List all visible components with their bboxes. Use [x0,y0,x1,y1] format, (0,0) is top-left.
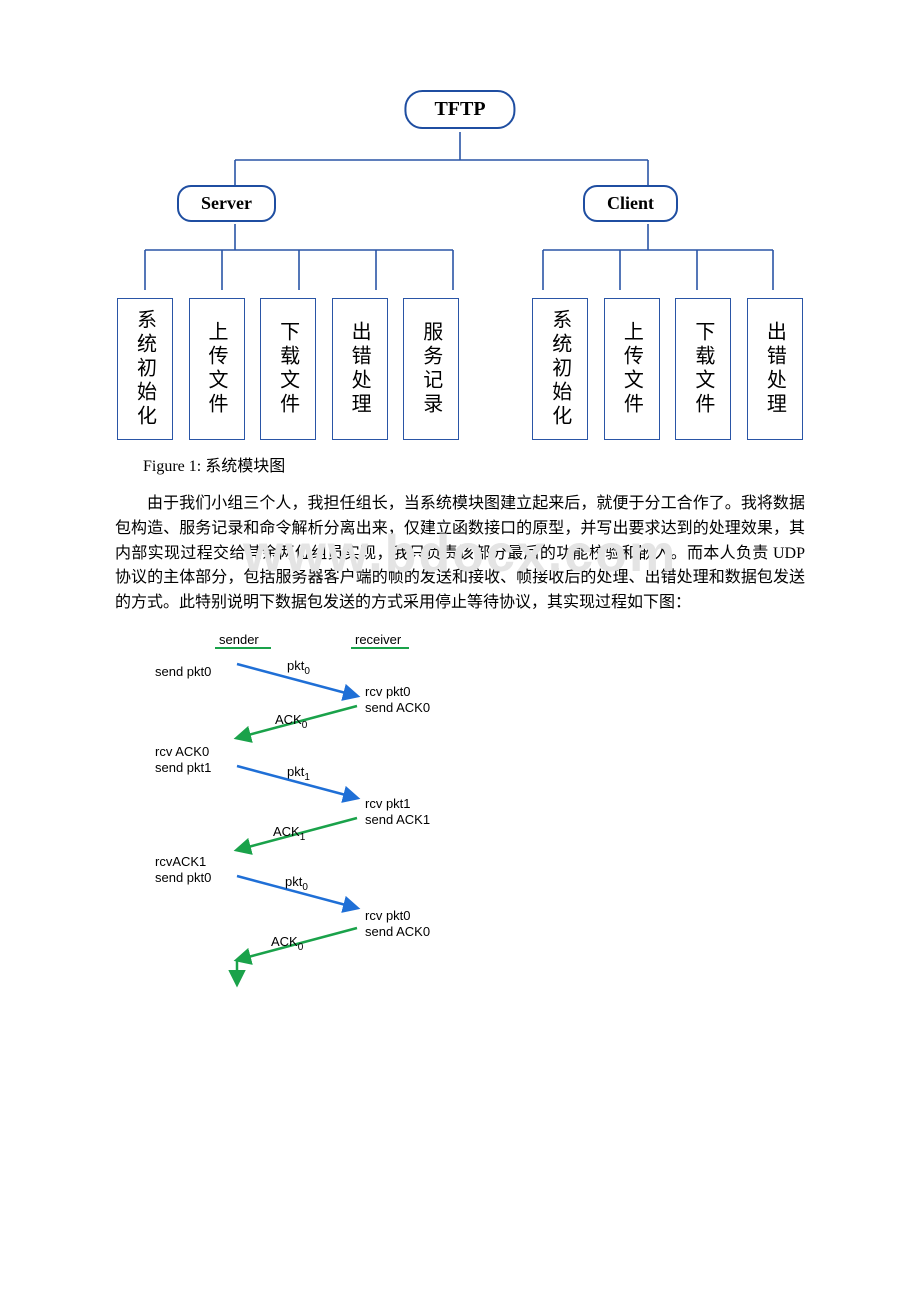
tree-leaf: 出错处理 [747,298,803,440]
proto-text: rcv pkt0 [365,684,411,699]
svg-text:pkt0: pkt0 [287,658,310,677]
receiver-label: receiver [355,632,402,647]
proto-text: rcv ACK0 [155,744,209,759]
proto-text: rcv pkt1 [365,796,411,811]
body-paragraph: 由于我们小组三个人，我担任组长，当系统模块图建立起来后，就便于分工合作了。我将数… [115,492,805,616]
system-module-tree: TFTP Server Client 系统初始化 上传文件 下载文件 出错处理 … [115,90,805,440]
proto-text: send ACK1 [365,812,430,827]
tree-root: TFTP [404,90,515,129]
figure-caption: Figure 1: 系统模块图 [143,452,805,476]
tree-leaf: 下载文件 [260,298,316,440]
tree-leaf-row: 系统初始化 上传文件 下载文件 出错处理 服务记录 系统初始化 上传文件 下载文… [115,298,805,440]
tree-leaf: 上传文件 [189,298,245,440]
tree-leaf: 系统初始化 [117,298,173,440]
tree-leaf: 下载文件 [675,298,731,440]
svg-text:ACK0: ACK0 [275,712,308,731]
proto-text: rcvACK1 [155,854,206,869]
proto-text: send pkt0 [155,870,211,885]
proto-text: rcv pkt0 [365,908,411,923]
stop-and-wait-diagram: sender receiver send pkt0 pkt0 rcv pkt0 … [147,626,447,996]
tree-leaf: 上传文件 [604,298,660,440]
tree-leaf: 系统初始化 [532,298,588,440]
tree-leaf: 服务记录 [403,298,459,440]
proto-text: send ACK0 [365,700,430,715]
proto-text: send ACK0 [365,924,430,939]
tree-leaf: 出错处理 [332,298,388,440]
tree-node-client: Client [583,185,678,222]
sender-label: sender [219,632,259,647]
proto-text: send pkt0 [155,664,211,679]
tree-node-server: Server [177,185,276,222]
proto-text: send pkt1 [155,760,211,775]
